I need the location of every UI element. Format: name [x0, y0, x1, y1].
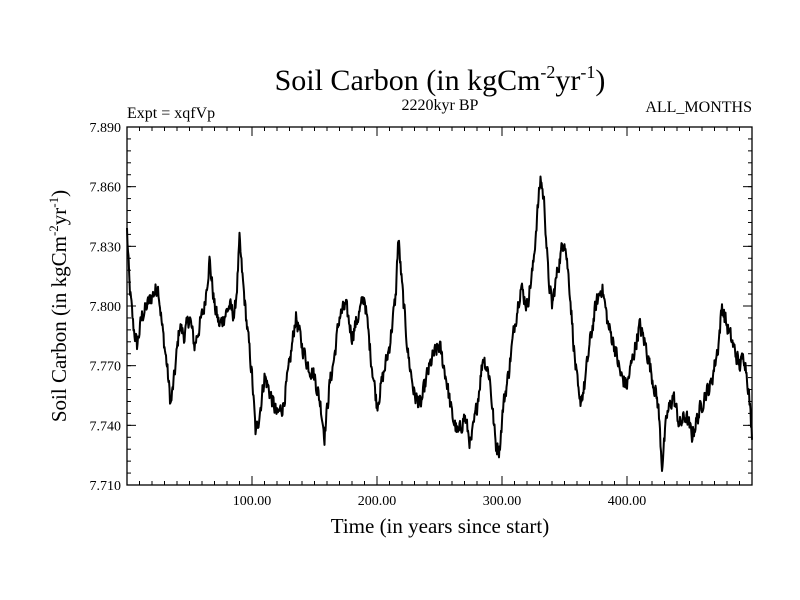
series-line-soil-carbon	[126, 175, 753, 472]
x-tick-label: 400.00	[608, 494, 647, 509]
y-axis-label: Soil Carbon (in kgCm-2yr-1)	[46, 190, 71, 422]
x-tick-label: 100.00	[233, 494, 272, 509]
chart-title: Soil Carbon (in kgCm-2yr-1)	[275, 62, 606, 97]
y-tick-label: 7.800	[90, 300, 122, 315]
axis-ticks: 7.710 7.740 7.770 7.800 7.830 7.860 7.890 100.0…	[90, 121, 753, 509]
x-tick-label: 300.00	[483, 494, 522, 509]
x-axis-label: Time (in years since start)	[331, 514, 550, 538]
y-tick-label: 7.890	[90, 121, 122, 136]
y-tick-label: 7.830	[90, 240, 122, 255]
plot-frame	[126, 126, 753, 486]
months-label: ALL_MONTHS	[645, 99, 752, 116]
y-tick-label: 7.860	[90, 181, 122, 196]
y-tick-label: 7.710	[90, 479, 122, 494]
y-tick-label: 7.740	[90, 419, 122, 434]
chart-subtitle: 2220kyr BP	[402, 97, 479, 114]
experiment-label: Expt = xqfVp	[127, 105, 215, 122]
x-tick-label: 200.00	[358, 494, 397, 509]
y-tick-label: 7.770	[90, 360, 122, 375]
